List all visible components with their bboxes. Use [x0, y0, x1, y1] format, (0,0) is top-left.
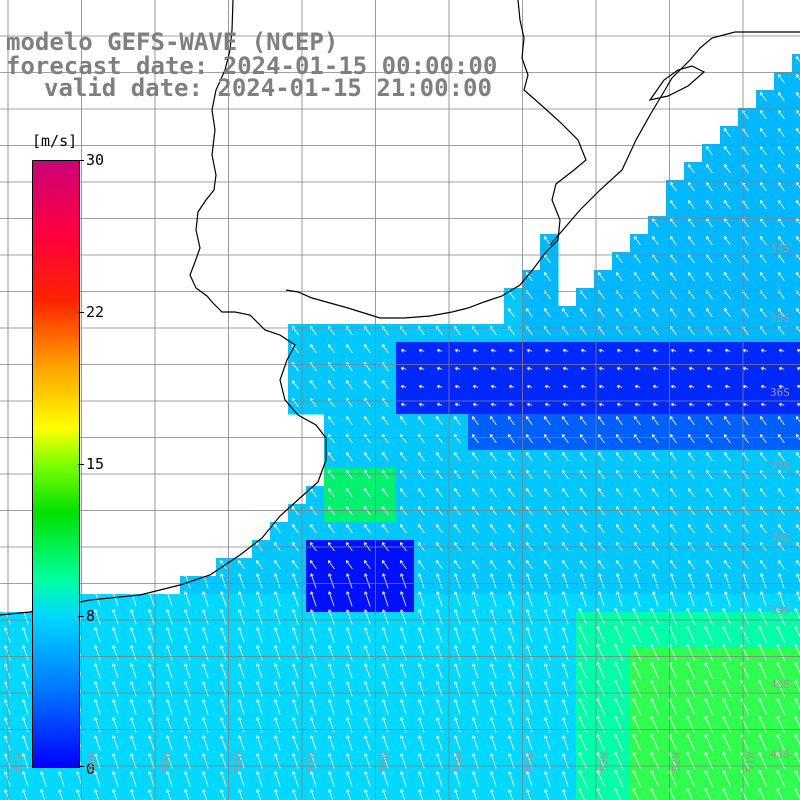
colorbar-tickmark — [78, 160, 84, 161]
lon-label: 56W — [378, 752, 391, 772]
colorbar-tickmark — [78, 616, 84, 617]
lat-label: 35S — [770, 312, 790, 325]
colorbar-tick-8: 8 — [86, 607, 96, 625]
lon-label: 60W — [86, 752, 99, 772]
colorbar-tickmark — [78, 312, 84, 313]
lat-label: 37S — [770, 460, 790, 473]
lon-label: 54W — [524, 752, 537, 772]
colorbar — [32, 160, 80, 768]
lon-label: 55W — [452, 752, 465, 772]
colorbar-tick-30: 30 — [86, 151, 105, 169]
forecast-date: forecast date: 2024-01-15 00:00:00 — [6, 52, 498, 80]
lon-label: 53W — [598, 752, 611, 772]
lon-label: 51W — [744, 752, 757, 772]
lon-label: 59W — [160, 752, 173, 772]
colorbar-tick-22: 22 — [86, 303, 105, 321]
colorbar-tickmark — [78, 464, 84, 465]
lat-label: 39S — [770, 604, 790, 617]
wind-speed-field — [0, 54, 800, 800]
lon-label: 52W — [670, 752, 683, 772]
lon-label: 58W — [232, 752, 245, 772]
lon-label: 57W — [306, 752, 319, 772]
lat-label: 40S — [770, 678, 790, 691]
colorbar-tickmark — [78, 766, 84, 767]
colorbar-tick-15: 15 — [86, 455, 105, 473]
lat-label: 38S — [770, 532, 790, 545]
lat-label: 36S — [770, 386, 790, 399]
lon-label: 61W — [12, 752, 25, 772]
model-title: modelo GEFS-WAVE (NCEP) — [6, 28, 339, 56]
lat-label: 41S — [770, 748, 790, 761]
coastline — [0, 0, 800, 616]
wind-vectors — [4, 56, 800, 800]
colorbar-unit: [m/s] — [32, 132, 78, 150]
colorbar-tick-0: 0 — [86, 760, 96, 778]
valid-date: valid date: 2024-01-15 21:00:00 — [44, 74, 492, 102]
lat-label: 34S — [770, 242, 790, 255]
